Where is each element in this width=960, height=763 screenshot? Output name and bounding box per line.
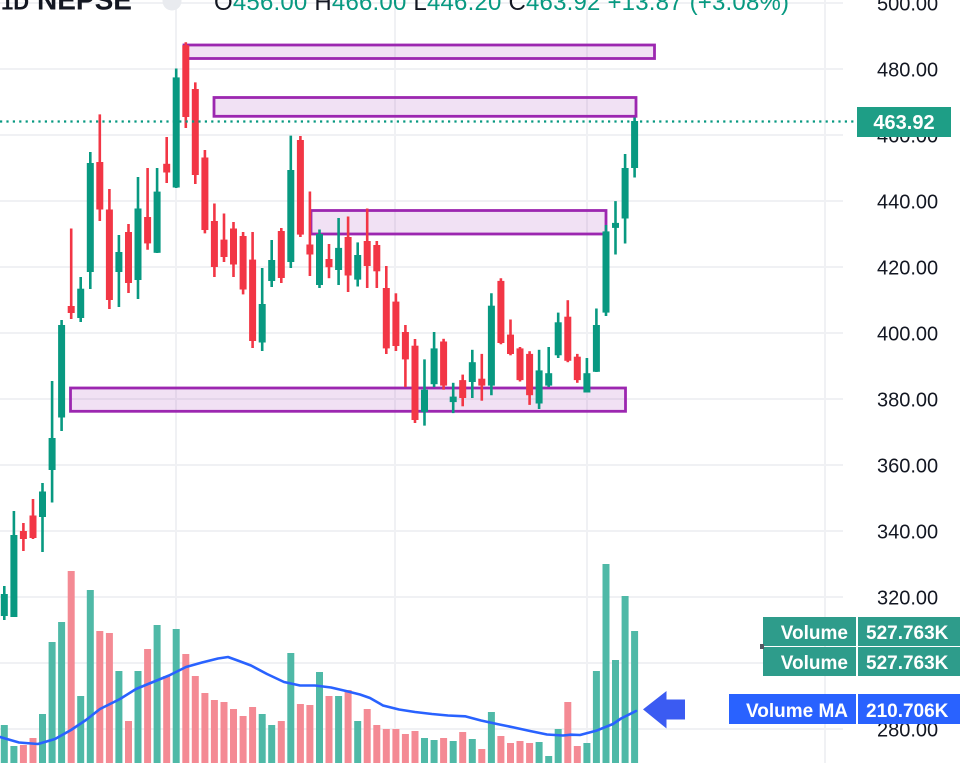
svg-text:210.706K: 210.706K [866, 701, 949, 722]
svg-text:Volume MA: Volume MA [746, 701, 848, 722]
svg-text:NEPSE: NEPSE [37, 0, 132, 16]
svg-text:Volume: Volume [781, 653, 848, 674]
svg-text:340.00: 340.00 [877, 522, 938, 544]
svg-text:320.00: 320.00 [877, 588, 938, 610]
svg-text:500.00: 500.00 [877, 0, 938, 16]
svg-text:527.763K: 527.763K [866, 653, 949, 674]
svg-text:1D: 1D [1, 0, 29, 15]
svg-text:Volume: Volume [781, 623, 848, 644]
svg-text:O456.00 H466.00 L446.20 C463.9: O456.00 H466.00 L446.20 C463.92 +13.87 (… [214, 0, 789, 16]
svg-text:527.763K: 527.763K [866, 623, 949, 644]
svg-text:440.00: 440.00 [877, 192, 938, 214]
svg-text:420.00: 420.00 [877, 258, 938, 280]
svg-text:463.92: 463.92 [873, 112, 934, 134]
svg-text:360.00: 360.00 [877, 456, 938, 478]
svg-text:400.00: 400.00 [877, 324, 938, 346]
svg-text:480.00: 480.00 [877, 60, 938, 82]
svg-text:280.00: 280.00 [877, 720, 938, 742]
svg-text:380.00: 380.00 [877, 390, 938, 412]
